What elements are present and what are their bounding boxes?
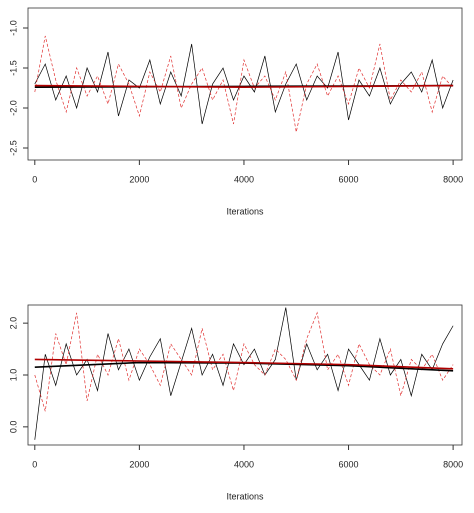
x-tick-label: 2000 (129, 174, 149, 184)
trend-line (34, 358, 454, 370)
x-axis-label: Iterations (226, 491, 264, 501)
trace-line (34, 307, 454, 440)
y-tick-label: -1.0 (8, 20, 18, 36)
x-tick-label: 0 (32, 459, 37, 469)
x-tick-label: 8000 (443, 174, 463, 184)
y-tick-label: -1.5 (8, 60, 18, 76)
x-tick-label: 4000 (234, 174, 254, 184)
trace-line (34, 43, 454, 125)
y-tick-label: -2.5 (8, 140, 18, 156)
y-tick-label: -2.0 (8, 100, 18, 116)
y-tick-label: 0.0 (8, 421, 18, 434)
y-tick-label: 2.0 (8, 317, 18, 330)
x-tick-label: 6000 (339, 174, 359, 184)
x-tick-label: 2000 (129, 459, 149, 469)
y-tick-label: 1.0 (8, 369, 18, 382)
x-axis-label: Iterations (226, 206, 264, 216)
x-tick-label: 4000 (234, 459, 254, 469)
trend-line (34, 84, 454, 89)
plot-frame (27, 7, 463, 161)
x-tick-label: 8000 (443, 459, 463, 469)
x-tick-label: 0 (32, 174, 37, 184)
x-tick-label: 6000 (339, 459, 359, 469)
trace-line (34, 35, 454, 133)
